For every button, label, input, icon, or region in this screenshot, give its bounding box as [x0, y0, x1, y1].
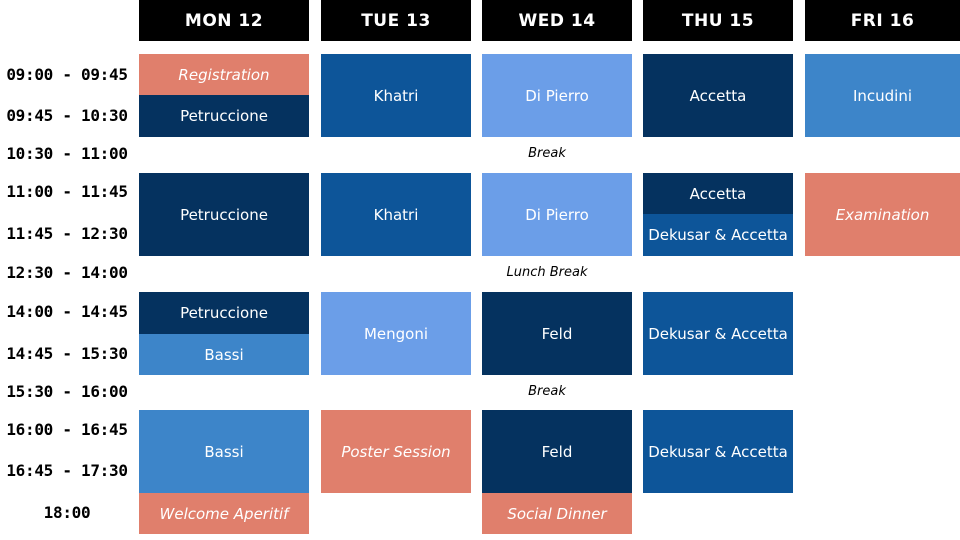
break-label: Break: [528, 384, 566, 399]
session-block[interactable]: Feld: [482, 410, 632, 493]
session-block[interactable]: Bassi: [139, 410, 309, 493]
session-block[interactable]: Feld: [482, 292, 632, 375]
time-label: 09:45 - 10:30: [6, 106, 128, 125]
day-header-fri: FRI 16: [805, 0, 960, 41]
session-block[interactable]: Examination: [805, 173, 960, 256]
session-block[interactable]: Accetta: [643, 54, 793, 137]
time-label: 14:45 - 15:30: [6, 344, 128, 363]
day-header-tue: TUE 13: [321, 0, 471, 41]
session-block[interactable]: Petruccione: [139, 292, 309, 334]
time-label: 15:30 - 16:00: [6, 382, 128, 401]
time-label: 16:00 - 16:45: [6, 420, 128, 439]
session-block[interactable]: Registration: [139, 54, 309, 95]
session-block[interactable]: Poster Session: [321, 410, 471, 493]
time-label: 11:00 - 11:45: [6, 182, 128, 201]
session-block[interactable]: Petruccione: [139, 95, 309, 137]
break-label: Break: [528, 146, 566, 161]
session-block[interactable]: Khatri: [321, 173, 471, 256]
time-label: 09:00 - 09:45: [6, 65, 128, 84]
session-block[interactable]: Di Pierro: [482, 173, 632, 256]
session-block[interactable]: Mengoni: [321, 292, 471, 375]
session-block[interactable]: Dekusar & Accetta: [643, 292, 793, 375]
session-block[interactable]: Dekusar & Accetta: [643, 410, 793, 493]
day-header-mon: MON 12: [139, 0, 309, 41]
session-block[interactable]: Social Dinner: [482, 493, 632, 534]
time-label: 12:30 - 14:00: [6, 263, 128, 282]
session-block[interactable]: Bassi: [139, 334, 309, 375]
session-block[interactable]: Khatri: [321, 54, 471, 137]
time-label: 10:30 - 11:00: [6, 144, 128, 163]
day-header-wed: WED 14: [482, 0, 632, 41]
lunch-break-label: Lunch Break: [506, 265, 588, 280]
day-header-thu: THU 15: [643, 0, 793, 41]
session-block[interactable]: Incudini: [805, 54, 960, 137]
time-label: 11:45 - 12:30: [6, 224, 128, 243]
session-block[interactable]: Accetta: [643, 173, 793, 214]
session-block[interactable]: Dekusar & Accetta: [643, 214, 793, 256]
session-block[interactable]: Di Pierro: [482, 54, 632, 137]
session-block[interactable]: Petruccione: [139, 173, 309, 256]
session-block[interactable]: Welcome Aperitif: [139, 493, 309, 534]
time-label: 18:00: [43, 503, 91, 522]
time-label: 14:00 - 14:45: [6, 302, 128, 321]
time-label: 16:45 - 17:30: [6, 461, 128, 480]
